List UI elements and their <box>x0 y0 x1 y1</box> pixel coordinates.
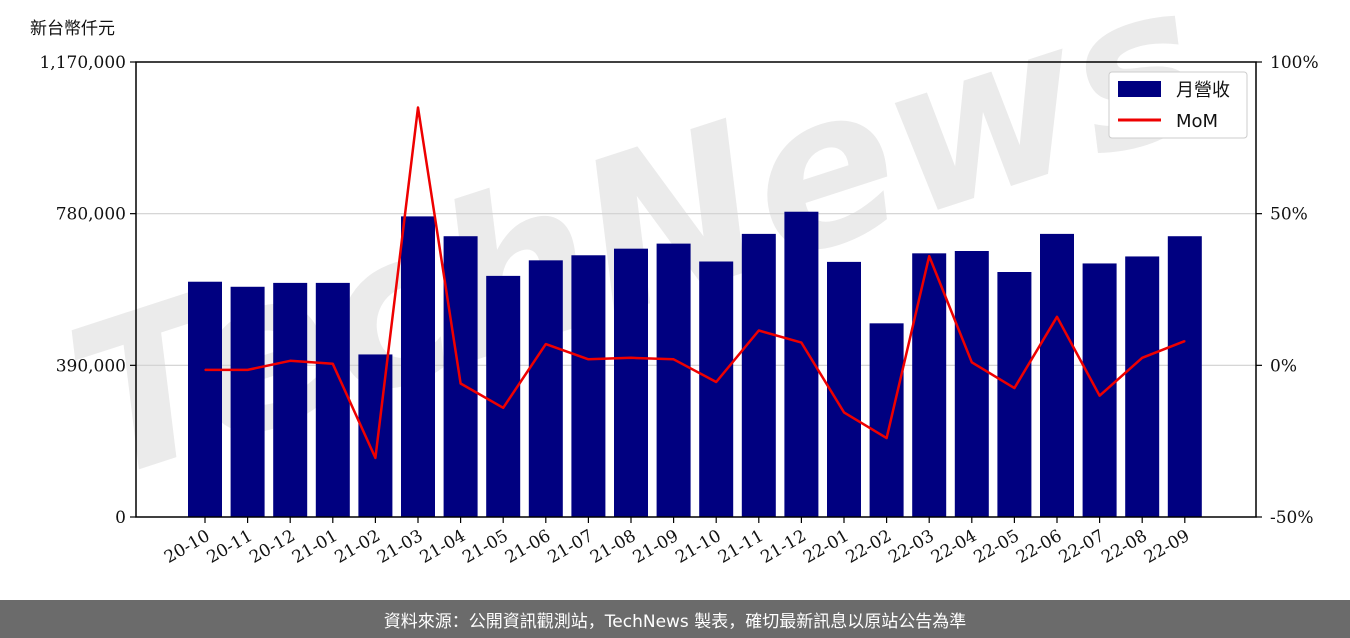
x-tick-label-21-12: 21-12 <box>757 526 809 568</box>
footer-source-note: 資料來源：公開資訊觀測站，TechNews 製表，確切最新訊息以原站公告為準 <box>0 600 1350 638</box>
x-tick-label-22-03: 22-03 <box>885 526 937 568</box>
bar-21-02 <box>358 354 393 517</box>
bar-21-08 <box>614 248 648 517</box>
x-tick-label-22-07: 22-07 <box>1056 526 1108 568</box>
mom-point-20-10 <box>204 369 206 371</box>
mom-point-21-09 <box>672 358 675 361</box>
bar-22-09 <box>1167 236 1202 517</box>
bar-22-08 <box>1125 256 1160 517</box>
mom-line-series <box>204 106 1186 460</box>
bar-22-01 <box>827 261 861 517</box>
bar-20-11 <box>230 286 265 517</box>
left-tick-label-3: 1,170,000 <box>39 53 126 73</box>
bar-21-07 <box>571 255 606 517</box>
bar-21-06 <box>528 260 563 517</box>
left-axis: 0 390,000 780,000 1,170,000 <box>39 53 136 528</box>
mom-point-22-04 <box>971 361 973 364</box>
left-tick-label-1: 390,000 <box>56 356 126 376</box>
x-tick-label-21-04: 21-04 <box>417 526 469 568</box>
legend-bar-label: 月營收 <box>1176 80 1230 101</box>
mom-point-22-05 <box>1013 387 1016 389</box>
mom-point-20-11 <box>246 369 249 371</box>
bar-21-11 <box>741 233 776 517</box>
bar-22-07 <box>1082 263 1117 517</box>
mom-point-20-12 <box>289 359 292 362</box>
mom-point-21-01 <box>332 363 334 365</box>
bar-21-05 <box>486 275 521 517</box>
x-tick-label-22-04: 22-04 <box>928 526 980 568</box>
bar-21-12 <box>784 211 819 517</box>
legend-line-label: MoM <box>1176 111 1218 132</box>
mom-point-22-01 <box>843 411 845 414</box>
mom-point-22-09 <box>1184 340 1186 342</box>
left-tick-label-2: 780,000 <box>56 205 126 225</box>
bar-21-09 <box>656 243 691 517</box>
bar-21-03 <box>401 216 435 517</box>
bar-22-06 <box>1040 233 1074 517</box>
mom-point-21-04 <box>459 382 462 385</box>
x-tick-label-21-08: 21-08 <box>587 526 639 568</box>
x-tick-label-21-11: 21-11 <box>715 526 767 568</box>
mom-point-21-05 <box>502 407 505 409</box>
left-tick-label-0: 0 <box>115 508 126 528</box>
mom-point-22-06 <box>1056 316 1058 318</box>
right-axis: -50% 0% 50% 100% <box>1256 53 1319 528</box>
plot-frame <box>135 61 1257 518</box>
x-tick-label-22-09: 22-09 <box>1141 526 1193 568</box>
mom-point-22-02 <box>885 437 888 439</box>
x-tick-label-21-10: 21-10 <box>672 526 724 568</box>
x-tick-label-21-01: 21-01 <box>289 526 341 568</box>
right-tick-label-2: 50% <box>1270 205 1308 225</box>
x-tick-label-20-10: 20-10 <box>161 526 213 568</box>
mom-point-21-07 <box>587 358 590 361</box>
x-tick-label-22-05: 22-05 <box>970 526 1022 568</box>
x-tick-label-22-06: 22-06 <box>1013 526 1065 568</box>
mom-point-21-02 <box>374 457 377 459</box>
mom-point-21-03 <box>417 106 419 109</box>
mom-point-21-08 <box>630 356 632 359</box>
x-tick-label-22-08: 22-08 <box>1098 526 1150 568</box>
x-tick-label-21-03: 21-03 <box>374 526 426 568</box>
x-tick-label-21-09: 21-09 <box>630 526 682 568</box>
legend-bar-swatch <box>1118 81 1161 97</box>
x-tick-label-21-05: 21-05 <box>459 526 511 568</box>
x-tick-label-20-12: 20-12 <box>246 526 298 568</box>
bar-20-10 <box>188 281 222 517</box>
mom-point-21-12 <box>800 341 803 344</box>
bar-series <box>188 211 1202 518</box>
x-tick-label-22-02: 22-02 <box>843 526 895 568</box>
mom-point-22-03 <box>928 255 930 257</box>
x-tick-label-21-02: 21-02 <box>331 526 383 568</box>
x-tick-label-21-06: 21-06 <box>502 526 554 568</box>
mom-line <box>205 106 1186 460</box>
mom-point-21-10 <box>715 381 717 383</box>
right-tick-label-0: -50% <box>1270 508 1314 528</box>
y-unit-label: 新台幣仟元 <box>30 19 115 39</box>
mom-point-21-11 <box>758 329 760 332</box>
bar-22-05 <box>997 272 1032 517</box>
mom-point-21-06 <box>545 343 547 345</box>
bar-22-04 <box>954 251 989 517</box>
legend: 月營收 MoM <box>1108 71 1248 139</box>
bar-20-12 <box>273 282 308 517</box>
bar-21-01 <box>315 282 350 517</box>
x-tick-label-21-07: 21-07 <box>544 526 596 568</box>
x-tick-label-22-01: 22-01 <box>800 526 852 568</box>
bar-22-02 <box>869 323 904 517</box>
bar-21-10 <box>699 261 734 517</box>
right-tick-label-1: 0% <box>1270 356 1297 376</box>
mom-point-22-08 <box>1141 356 1143 359</box>
right-tick-label-3: 100% <box>1270 53 1319 73</box>
bar-22-03 <box>912 253 947 518</box>
x-tick-label-20-11: 20-11 <box>204 526 256 568</box>
mom-point-22-07 <box>1098 394 1101 397</box>
x-axis: 20-1020-1120-1221-0121-0221-0321-0421-05… <box>161 517 1193 568</box>
